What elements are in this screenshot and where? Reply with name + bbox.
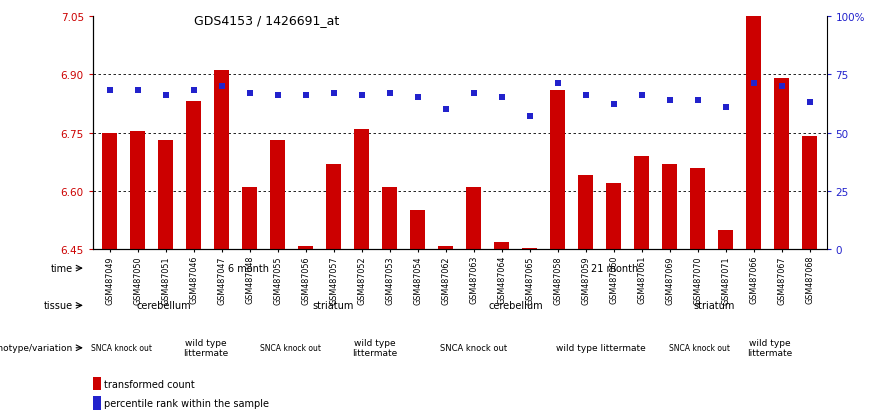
Bar <box>718 230 734 250</box>
Bar <box>382 188 398 250</box>
Text: percentile rank within the sample: percentile rank within the sample <box>104 398 270 408</box>
Bar <box>634 157 650 250</box>
Bar <box>130 131 145 250</box>
Bar <box>93 396 101 410</box>
Bar <box>354 129 370 250</box>
Text: wild type
littermate: wild type littermate <box>353 338 398 358</box>
Bar <box>102 133 118 250</box>
Text: SNCA knock out: SNCA knock out <box>90 344 151 352</box>
Text: transformed count: transformed count <box>104 379 195 389</box>
Bar <box>802 137 818 250</box>
Text: SNCA knock out: SNCA knock out <box>260 344 321 352</box>
Bar <box>93 377 101 390</box>
Bar <box>326 164 341 250</box>
Bar <box>410 211 425 250</box>
Text: tissue: tissue <box>43 301 72 311</box>
Bar <box>298 246 313 250</box>
Text: striatum: striatum <box>693 301 735 311</box>
Text: wild type
littermate: wild type littermate <box>183 338 228 358</box>
Bar <box>270 141 286 250</box>
Text: cerebellum: cerebellum <box>489 301 544 311</box>
Bar <box>494 242 509 250</box>
Text: SNCA knock out: SNCA knock out <box>440 344 507 352</box>
Text: 6 month: 6 month <box>227 263 269 273</box>
Bar <box>550 90 566 250</box>
Bar <box>662 164 677 250</box>
Text: time: time <box>50 263 72 273</box>
Bar <box>158 141 173 250</box>
Text: GDS4153 / 1426691_at: GDS4153 / 1426691_at <box>194 14 339 27</box>
Text: wild type littermate: wild type littermate <box>556 344 645 352</box>
Text: SNCA knock out: SNCA knock out <box>669 344 730 352</box>
Text: genotype/variation: genotype/variation <box>0 344 72 352</box>
Bar <box>690 168 705 250</box>
Bar <box>186 102 202 250</box>
Text: cerebellum: cerebellum <box>136 301 191 311</box>
Bar <box>522 248 537 250</box>
Bar <box>606 184 621 250</box>
Text: striatum: striatum <box>312 301 354 311</box>
Bar <box>214 71 229 250</box>
Bar <box>242 188 257 250</box>
Bar <box>466 188 482 250</box>
Text: wild type
littermate: wild type littermate <box>748 338 793 358</box>
Bar <box>774 79 789 250</box>
Text: 21 month: 21 month <box>591 263 638 273</box>
Bar <box>746 17 761 250</box>
Bar <box>438 246 453 250</box>
Bar <box>578 176 593 250</box>
